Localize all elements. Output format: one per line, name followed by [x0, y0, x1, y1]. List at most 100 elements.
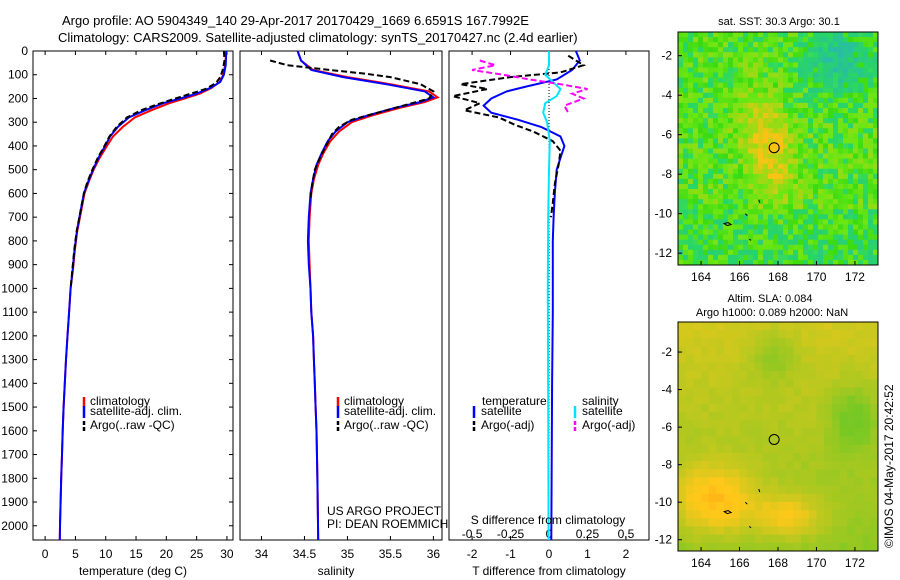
- map-cell: [773, 57, 779, 63]
- map-cell: [739, 461, 748, 470]
- map-cell: [753, 234, 759, 241]
- map-cell: [873, 194, 879, 200]
- map-cell: [738, 234, 744, 241]
- map-cell: [785, 387, 794, 397]
- map-cell: [763, 133, 769, 139]
- map-cell: [762, 411, 771, 421]
- map-cell: [863, 113, 869, 119]
- map-cell: [847, 330, 856, 339]
- map-cell: [685, 338, 694, 347]
- map-cell: [833, 163, 839, 170]
- map-cell: [839, 420, 848, 429]
- map-cell: [693, 113, 699, 119]
- map-cell: [798, 47, 804, 53]
- map-cell: [733, 229, 739, 236]
- map-cell: [868, 189, 874, 195]
- map-cell: [748, 153, 754, 160]
- map-cell: [747, 379, 756, 388]
- map-cell: [798, 123, 804, 129]
- map-cell: [723, 234, 729, 241]
- map-cell: [828, 37, 834, 43]
- map-cell: [813, 113, 819, 119]
- map-cell: [863, 138, 869, 144]
- map-cell: [801, 322, 810, 331]
- map-cell: [758, 148, 764, 154]
- map-cell: [854, 493, 864, 503]
- map-cell: [748, 148, 754, 154]
- map-cell: [770, 518, 779, 527]
- map-cell: [798, 153, 804, 160]
- map-cell: [824, 354, 833, 364]
- map-cell: [873, 224, 879, 230]
- map-cell: [798, 249, 804, 256]
- map-cell: [698, 72, 704, 78]
- map-cell: [728, 189, 734, 195]
- map-cell: [808, 67, 814, 73]
- map-cell: [853, 183, 859, 190]
- map-cell: [848, 37, 854, 43]
- map-cell: [703, 72, 709, 78]
- map-cell: [723, 52, 729, 58]
- map-cell: [763, 259, 769, 266]
- map-cell: [843, 107, 849, 114]
- map-cell: [758, 32, 764, 38]
- map-cell: [828, 107, 834, 114]
- map-cell: [747, 403, 756, 413]
- difference-legend: temperature salinity satellite Argo(-adj…: [472, 394, 635, 432]
- map-cell: [862, 371, 871, 380]
- map-cell: [783, 214, 789, 220]
- y-tick-label: 600: [8, 186, 28, 200]
- map-cell: [853, 224, 859, 230]
- map-cell: [858, 224, 864, 230]
- map-cell: [824, 526, 833, 536]
- map-cell: [683, 87, 689, 94]
- map-cell: [758, 138, 764, 144]
- map-cell: [708, 209, 714, 215]
- map-cell: [858, 67, 864, 73]
- map-cell: [716, 493, 725, 503]
- map-cell: [724, 395, 733, 405]
- map-cell: [731, 420, 740, 429]
- map-cell: [783, 67, 789, 73]
- map-cell: [698, 82, 704, 89]
- map-cell: [768, 259, 774, 266]
- map-cell: [863, 173, 869, 180]
- map-cell: [724, 444, 733, 454]
- map-cell: [693, 330, 702, 339]
- temperature-legend: climatology satellite-adj. clim. Argo(..…: [82, 394, 182, 432]
- map-cell: [813, 254, 819, 261]
- map-cell: [688, 128, 694, 134]
- x-tick-label: 166: [730, 270, 750, 284]
- map-cell: [698, 254, 704, 261]
- map-cell: [683, 259, 689, 266]
- map-cell: [853, 57, 859, 63]
- x-tick-label: 35.5: [379, 547, 403, 561]
- map-cell: [808, 87, 814, 94]
- map-cell: [853, 158, 859, 165]
- x-tick-label: 34: [255, 547, 269, 561]
- map-cell: [708, 436, 717, 446]
- map-cell: [803, 67, 809, 73]
- map-cell: [808, 338, 817, 347]
- map-cell: [713, 62, 719, 68]
- map-cell: [843, 254, 849, 261]
- map-cell: [763, 92, 769, 99]
- map-cell: [831, 452, 840, 462]
- map-cell: [718, 158, 724, 165]
- map-cell: [813, 158, 819, 165]
- map-cell: [713, 234, 719, 241]
- map-cell: [773, 249, 779, 256]
- map-cell: [693, 67, 699, 73]
- map-cell: [833, 123, 839, 129]
- map-cell: [833, 183, 839, 190]
- map-cell: [718, 113, 724, 119]
- map-cell: [823, 82, 829, 89]
- map-cell: [839, 477, 848, 486]
- map-cell: [862, 461, 871, 470]
- y-tick-label: 500: [8, 163, 28, 177]
- map-cell: [862, 379, 871, 388]
- map-cell: [728, 239, 734, 246]
- map-cell: [818, 92, 824, 99]
- map-cell: [733, 42, 739, 48]
- map-cell: [758, 102, 764, 109]
